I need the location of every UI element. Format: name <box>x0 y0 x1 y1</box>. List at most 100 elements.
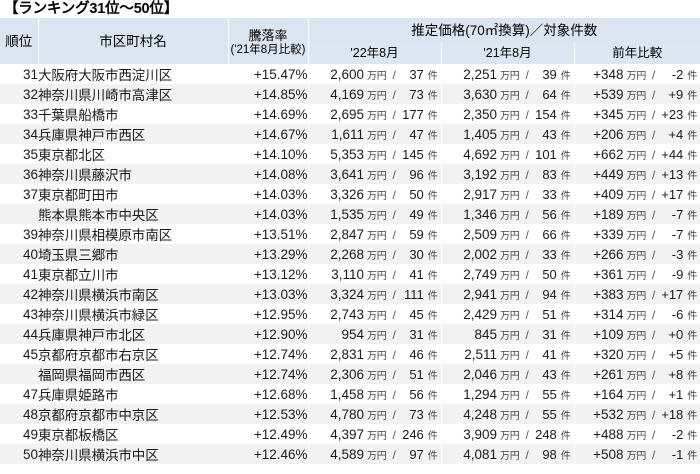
cell-rank: 33 <box>22 106 38 122</box>
cell-price-2021-separator: / <box>525 387 529 402</box>
header-rate-line1: 騰落率 <box>248 27 288 43</box>
cell-price-2022-count: 56 <box>409 386 424 402</box>
cell-price-diff-value: +662 <box>593 146 624 162</box>
cell-price-2022-value: 954 <box>341 326 365 342</box>
table-row[interactable]: 31 大阪府大阪市西淀川区 +15.47% 2,600 万円/37 件 2,251 万円/39… <box>0 64 700 84</box>
cell-change-rate: +14.03% <box>253 186 308 202</box>
cell-price-2022-separator: / <box>392 247 396 262</box>
cell-price-diff: +508 万円 / -1 件 <box>573 444 700 464</box>
table-row[interactable]: 44 兵庫県神戸市北区 +12.90% 954 万円/31 件 845 万円/31 件 +109 万… <box>0 324 700 344</box>
cell-price-diff-unit: 万円 <box>626 450 647 462</box>
table-row[interactable]: 35 東京都北区 +14.10% 5,353 万円/145 件 4,692 万円/101 件 +6… <box>0 144 700 164</box>
cell-price-2021: 4,692 万円 / 101 件 <box>440 144 574 164</box>
cell-price-2022-count: 47 <box>409 126 424 142</box>
cell-price-diff-unit: 万円 <box>626 310 647 322</box>
cell-price-2022-value: 4,780 <box>330 406 365 422</box>
cell-price-2021-count: 98 <box>542 446 557 462</box>
cell-rank: 36 <box>22 166 38 182</box>
cell-price-diff-unit: 万円 <box>626 330 647 342</box>
header-sub-2021: '21年8月 <box>440 43 575 64</box>
cell-price-2022-count-unit: 件 <box>427 250 438 262</box>
table-row[interactable]: 熊本県熊本市中央区 +14.03% 1,535 万円/49 件 1,346 万円/56 件 +1… <box>0 204 700 224</box>
cell-price-2022-count: 97 <box>409 446 424 462</box>
cell-price-diff-value: +409 <box>593 186 624 202</box>
cell-price-diff-count: +17 <box>661 286 684 302</box>
cell-price-diff-count: -2 <box>671 66 684 82</box>
cell-price-2021-count-unit: 件 <box>560 230 571 242</box>
cell-price-diff-value: +320 <box>593 346 624 362</box>
cell-price-diff-unit: 万円 <box>626 410 647 422</box>
cell-city: 京都府京都市中京区 <box>38 408 159 423</box>
cell-price-diff: +206 万円 / +4 件 <box>573 124 700 144</box>
cell-price-2022-separator: / <box>392 427 396 442</box>
table-row[interactable]: 40 埼玉県三郷市 +13.29% 2,268 万円/30 件 2,002 万円/33 件 +26… <box>0 244 700 264</box>
cell-price-2021-count-unit: 件 <box>560 290 571 302</box>
table-row[interactable]: 32 神奈川県川崎市高津区 +14.85% 4,169 万円/73 件 3,630 万円/64… <box>0 84 700 104</box>
table-row[interactable]: 49 東京都板橋区 +12.49% 4,397 万円/246 件 3,909 万円/248 件 +… <box>0 424 700 444</box>
cell-price-2022-separator: / <box>392 267 396 282</box>
cell-price-2022-count-unit: 件 <box>427 450 438 462</box>
cell-price-2021-unit: 万円 <box>500 330 520 342</box>
cell-price-2021-unit: 万円 <box>500 370 520 382</box>
cell-price-diff-count: +5 <box>668 346 684 362</box>
cell-price-diff: +314 万円 / -6 件 <box>573 304 700 324</box>
cell-price-2022-unit: 万円 <box>367 450 387 462</box>
cell-rank: 45 <box>22 346 38 362</box>
table-row[interactable]: 39 神奈川県相模原市南区 +13.51% 2,847 万円/59 件 2,509 万円/66… <box>0 224 700 244</box>
cell-price-2022-value: 2,306 <box>330 366 365 382</box>
table-row[interactable]: 41 東京都立川市 +13.12% 3,110 万円/41 件 2,749 万円/50 件 +36… <box>0 264 700 284</box>
cell-price-2022: 3,326 万円 / 50 件 <box>307 184 441 204</box>
cell-price-2022: 3,324 万円 / 111 件 <box>307 284 441 304</box>
cell-price-2021-unit: 万円 <box>500 170 520 182</box>
table-row[interactable]: 45 京都府京都市右京区 +12.74% 2,831 万円/46 件 2,511 万円/41 件… <box>0 344 700 364</box>
header-sub-diff: 前年比較 <box>573 43 700 64</box>
cell-price-diff-count: +13 <box>661 166 684 182</box>
cell-price-diff-unit: 万円 <box>626 210 647 222</box>
cell-price-2021-count: 33 <box>542 246 557 262</box>
cell-price-2021-value: 3,192 <box>463 166 498 182</box>
cell-price-diff-value: +266 <box>593 246 624 262</box>
table-row[interactable]: 43 神奈川県横浜市緑区 +12.95% 2,743 万円/45 件 2,429 万円/51 件… <box>0 304 700 324</box>
cell-rank <box>0 364 38 384</box>
table-row[interactable]: 福岡県福岡市西区 +12.74% 2,306 万円/51 件 2,046 万円/43 件 +26… <box>0 364 700 384</box>
cell-price-diff-separator: / <box>651 167 656 182</box>
cell-city: 東京都立川市 <box>38 268 119 283</box>
table-row[interactable]: 47 兵庫県姫路市 +12.68% 1,458 万円/56 件 1,294 万円/55 件 +16… <box>0 384 700 404</box>
table-row[interactable]: 36 神奈川県藤沢市 +14.08% 3,641 万円/96 件 3,192 万円/83 件 +4… <box>0 164 700 184</box>
cell-price-2021-value: 2,046 <box>463 366 498 382</box>
cell-city: 神奈川県藤沢市 <box>38 168 132 183</box>
cell-price-2022-count-unit: 件 <box>427 130 438 142</box>
cell-rank: 39 <box>22 226 38 242</box>
cell-price-2021-count: 154 <box>535 106 557 122</box>
cell-price-2022-unit: 万円 <box>367 350 387 362</box>
cell-price-2021-unit: 万円 <box>500 350 520 362</box>
cell-rank: 44 <box>22 326 38 342</box>
cell-price-2021: 4,081 万円 / 98 件 <box>440 444 574 464</box>
cell-price-2021: 2,509 万円 / 66 件 <box>440 224 574 244</box>
cell-price-2022-unit: 万円 <box>367 310 387 322</box>
cell-price-2021-count-unit: 件 <box>560 170 571 182</box>
table-row[interactable]: 34 兵庫県神戸市西区 +14.67% 1,611 万円/47 件 1,405 万円/43 件 +… <box>0 124 700 144</box>
cell-price-2022-unit: 万円 <box>367 370 387 382</box>
cell-price-2022-unit: 万円 <box>367 70 387 82</box>
cell-price-diff: +109 万円 / +0 件 <box>573 324 700 344</box>
cell-price-2021-unit: 万円 <box>500 310 520 322</box>
table-row[interactable]: 42 神奈川県横浜市南区 +13.03% 3,324 万円/111 件 2,941 万円/94… <box>0 284 700 304</box>
cell-price-2022-count-unit: 件 <box>427 110 438 122</box>
table-row[interactable]: 37 東京都町田市 +14.03% 3,326 万円/50 件 2,917 万円/33 件 +40… <box>0 184 700 204</box>
cell-price-diff: +320 万円 / +5 件 <box>573 344 700 364</box>
cell-price-2021-unit: 万円 <box>500 290 520 302</box>
cell-price-diff-separator: / <box>651 387 656 402</box>
table-row[interactable]: 33 千葉県船橋市 +14.69% 2,695 万円/177 件 2,350 万円/154 件 +… <box>0 104 700 124</box>
cell-price-diff-count: +17 <box>661 186 684 202</box>
cell-price-2022: 2,306 万円 / 51 件 <box>307 364 441 384</box>
cell-price-2021-count: 66 <box>542 226 557 242</box>
cell-price-diff-value: +383 <box>593 286 624 302</box>
cell-rank: 49 <box>22 426 38 442</box>
cell-price-2022: 2,695 万円 / 177 件 <box>307 104 441 124</box>
table-row[interactable]: 48 京都府京都市中京区 +12.53% 4,780 万円/73 件 4,248 万円/55 件… <box>0 404 700 424</box>
cell-price-2022: 4,589 万円 / 97 件 <box>307 444 441 464</box>
table-row[interactable]: 50 神奈川県横浜市中区 +12.46% 4,589 万円/97 件 4,081 万円/98 件… <box>0 444 700 464</box>
cell-price-2021-count-unit: 件 <box>560 270 571 282</box>
cell-price-diff-separator: / <box>651 127 656 142</box>
